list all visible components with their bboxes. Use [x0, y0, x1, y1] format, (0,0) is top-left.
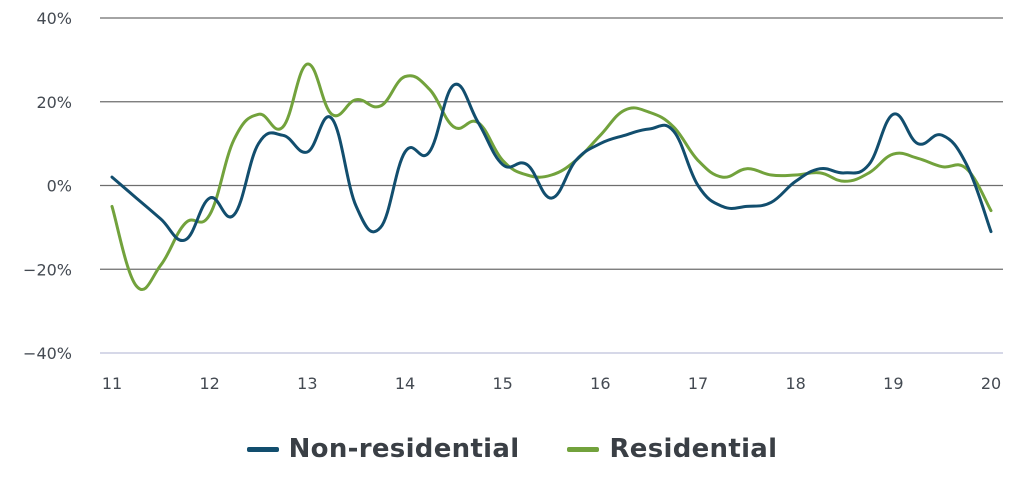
- x-tick-label: 13: [297, 374, 317, 393]
- legend-label-residential: Residential: [609, 434, 778, 464]
- legend: Non-residential Residential: [0, 434, 1024, 464]
- x-tick-label: 18: [785, 374, 805, 393]
- series-line-residential: [110, 62, 993, 291]
- y-tick-label: −20%: [23, 260, 72, 279]
- legend-swatch-non-residential: [246, 446, 279, 452]
- y-tick-label: 40%: [36, 9, 72, 28]
- x-tick-label: 20: [981, 374, 1001, 393]
- x-tick-label: 12: [199, 374, 219, 393]
- legend-label-non-residential: Non-residential: [288, 434, 520, 464]
- y-tick-label: 0%: [47, 177, 72, 196]
- y-tick-label: −40%: [23, 344, 72, 363]
- x-axis-ticks: 11 12 13 14 15 16 17 18 19 20: [102, 374, 1001, 393]
- x-tick-label: 15: [492, 374, 512, 393]
- legend-item-residential: Residential: [567, 434, 777, 464]
- x-tick-label: 14: [395, 374, 415, 393]
- gridlines: [100, 17, 1003, 354]
- x-tick-label: 19: [883, 374, 903, 393]
- x-tick-label: 11: [102, 374, 122, 393]
- y-axis-ticks: 40% 20% 0% −20% −40%: [23, 9, 72, 363]
- series-lines: [110, 62, 993, 291]
- line-chart: 40% 20% 0% −20% −40% 11 12 13 14 15 16 17 18 19 20: [23, 9, 1003, 393]
- legend-swatch-residential: [567, 446, 600, 452]
- x-tick-label: 17: [688, 374, 708, 393]
- legend-item-non-residential: Non-residential: [246, 434, 520, 464]
- y-tick-label: 20%: [36, 93, 72, 112]
- x-tick-label: 16: [590, 374, 610, 393]
- series-line-non-residential: [110, 82, 993, 243]
